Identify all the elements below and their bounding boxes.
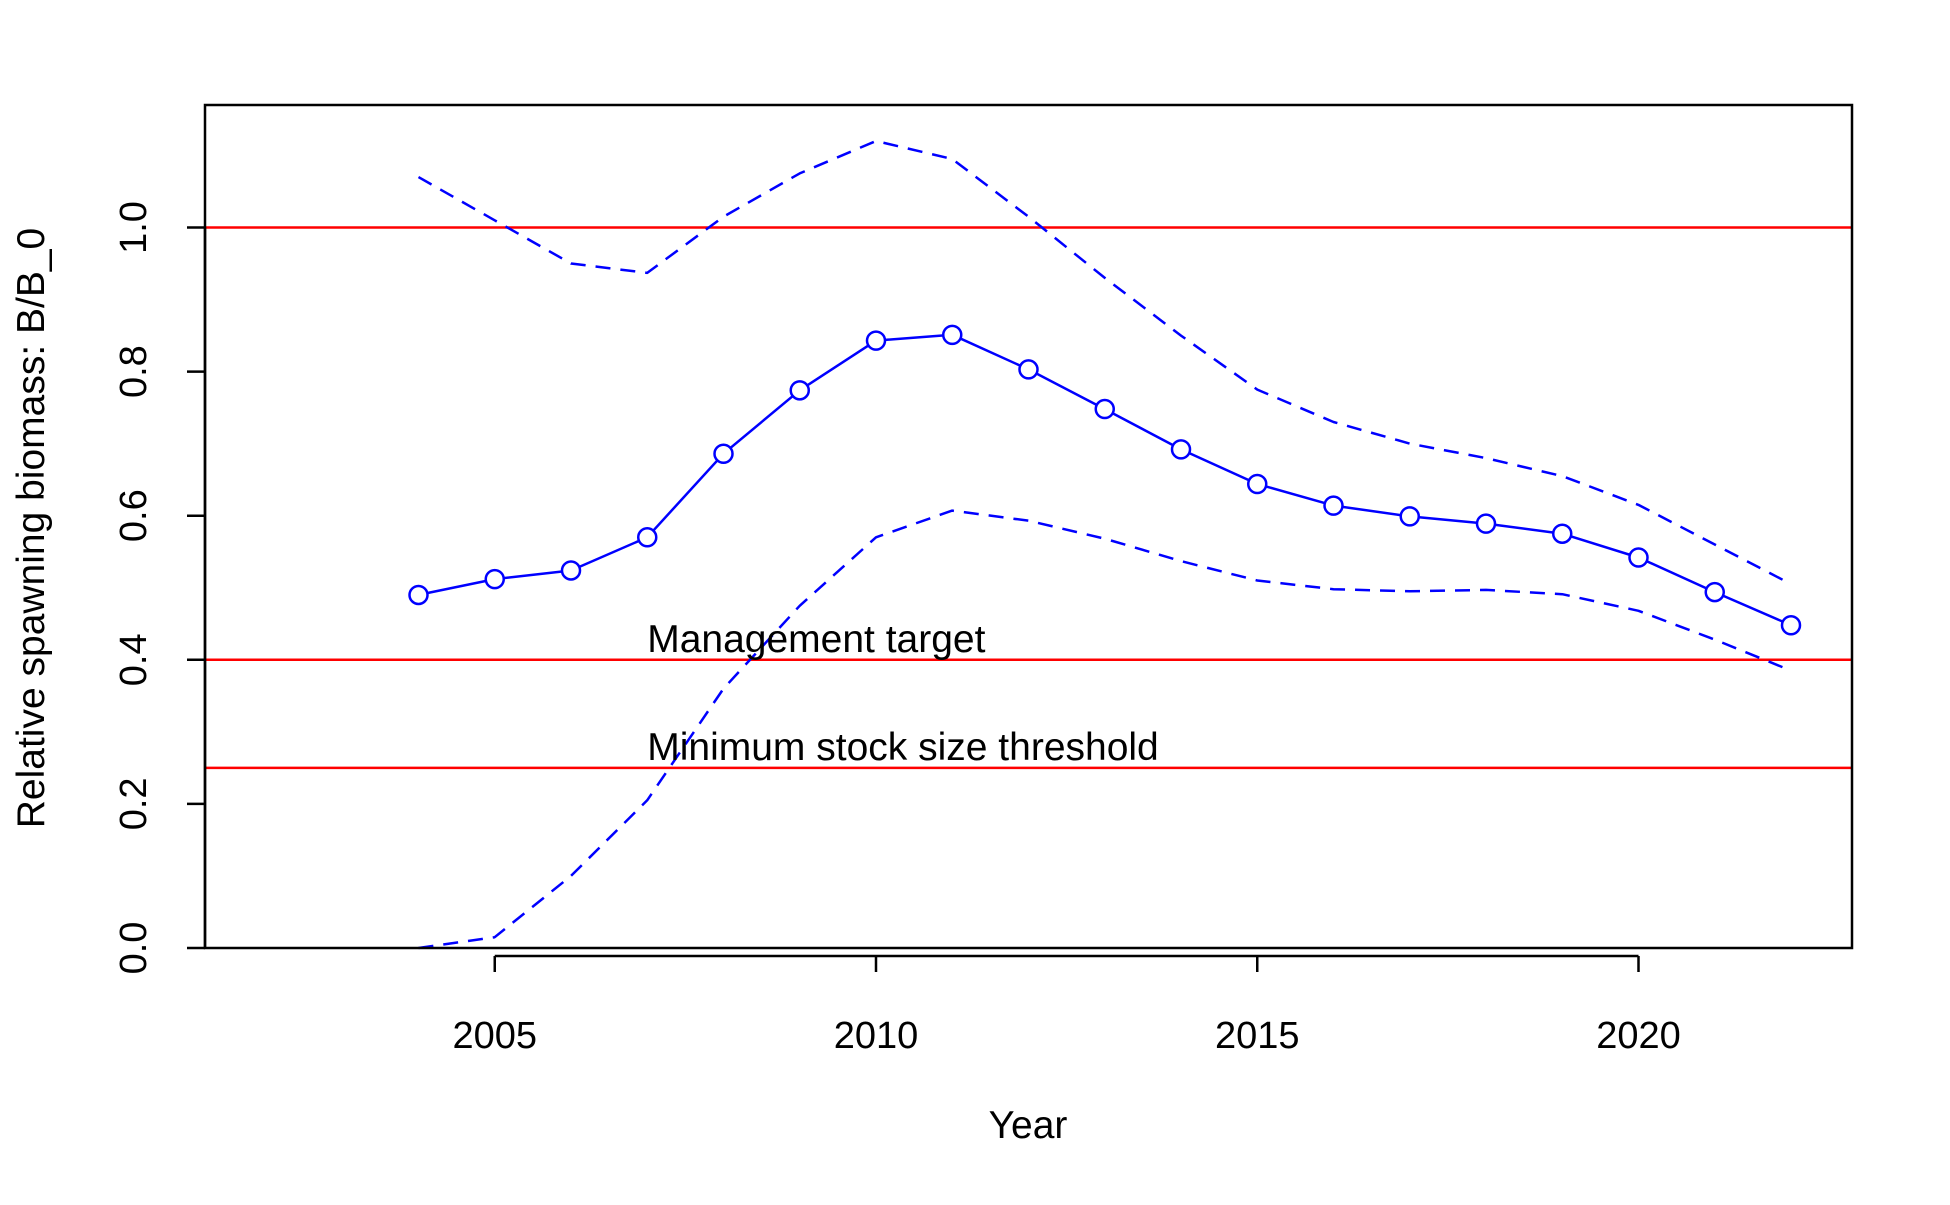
data-point [942,324,963,346]
y-tick-label: 0.6 [113,489,155,542]
y-tick-label: 0.4 [113,633,155,686]
x-tick-label: 2015 [1215,1015,1300,1057]
y-tick-label: 0.0 [113,922,155,975]
data-point [1170,439,1192,460]
y-axis-title: Relative spawning biomass: B/B_0 [10,228,53,828]
series-line-0 [418,333,1792,627]
y-tick-label: 1.0 [113,201,155,254]
y-tick-label: 0.2 [113,777,155,830]
y-tick-label: 0.8 [113,345,155,398]
data-series [408,139,1802,950]
data-point [1780,614,1802,636]
data-point [560,560,582,581]
annotations: Management target Minimum stock size thre… [647,618,1159,769]
data-point [789,380,810,401]
data-point [713,443,734,464]
series-line-2 [418,509,1792,950]
data-point [1399,506,1420,527]
x-tick-label: 2005 [452,1015,537,1057]
y-axis: 0.0 0.2 0.4 0.6 0.8 1.0 [113,201,207,975]
annotation-label-1: Minimum stock size threshold [647,726,1159,769]
data-point [1094,398,1115,420]
data-point [1628,547,1649,568]
data-point [1704,581,1725,603]
data-point [484,568,505,590]
data-point [637,527,658,548]
data-point [1552,523,1573,544]
data-point [1475,513,1497,534]
x-axis: 2005 2010 2015 2020 [452,954,1681,1057]
x-tick-label: 2010 [834,1015,919,1057]
x-tick-label: 2020 [1596,1015,1681,1057]
data-point [1323,495,1344,516]
x-axis-title: Year [989,1104,1068,1147]
data-point [865,330,887,351]
data-point [1247,473,1268,495]
data-point [1018,359,1039,380]
annotation-label-0: Management target [647,618,985,661]
plot-frame [203,103,1854,950]
data-point [408,584,429,606]
reference-lines [205,226,1852,770]
series-line-1 [417,139,1792,586]
